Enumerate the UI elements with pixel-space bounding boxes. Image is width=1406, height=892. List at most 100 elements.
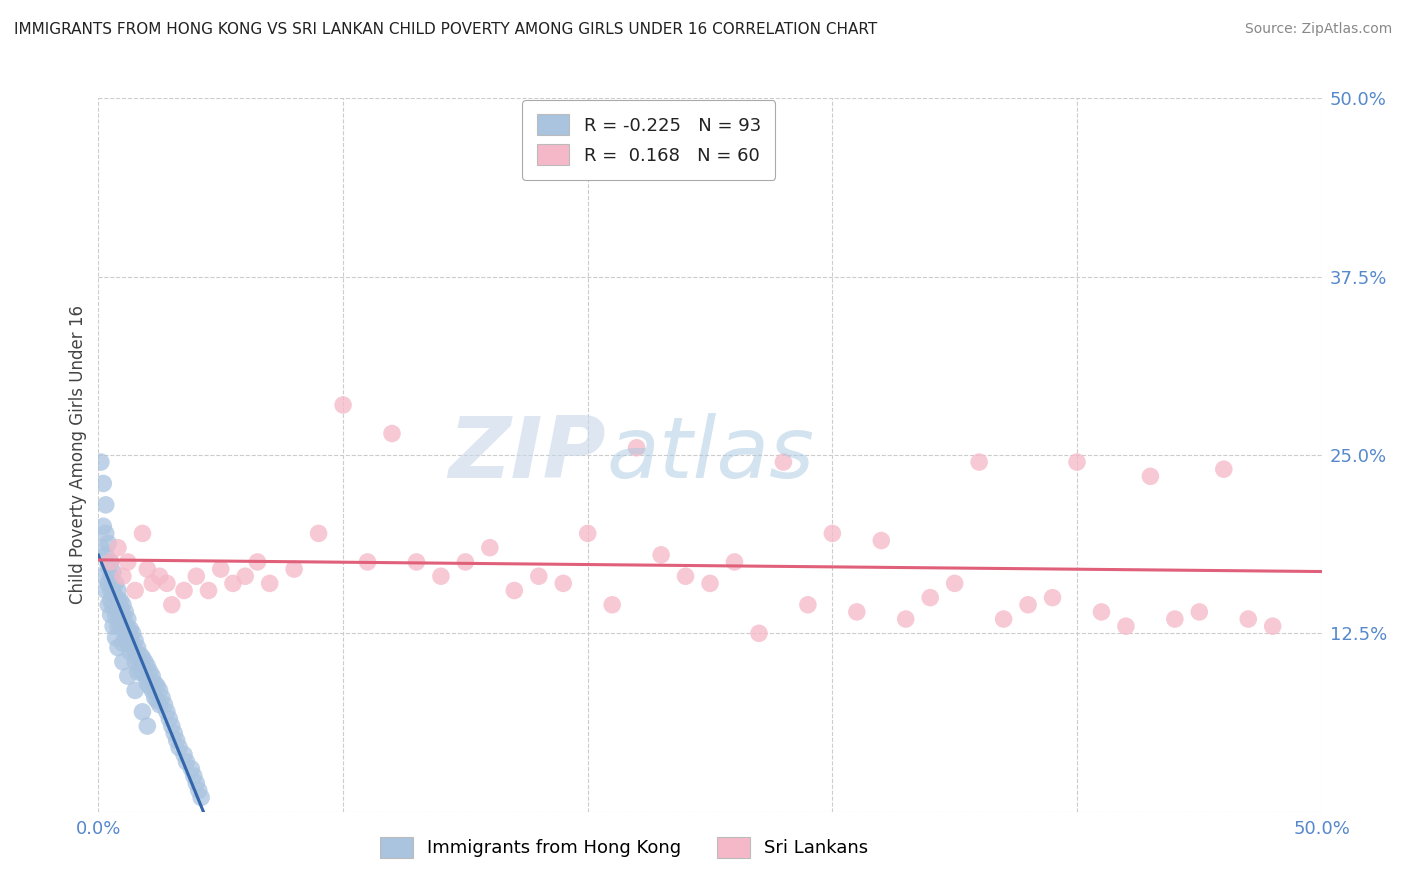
- Point: [160, 598, 183, 612]
- Point: [111, 607, 134, 622]
- Point: [845, 605, 868, 619]
- Point: [454, 555, 477, 569]
- Point: [1115, 619, 1137, 633]
- Point: [110, 593, 132, 607]
- Text: IMMIGRANTS FROM HONG KONG VS SRI LANKAN CHILD POVERTY AMONG GIRLS UNDER 16 CORRE: IMMIGRANTS FROM HONG KONG VS SRI LANKAN …: [14, 22, 877, 37]
- Point: [111, 622, 134, 636]
- Point: [114, 605, 136, 619]
- Point: [186, 569, 208, 583]
- Point: [97, 598, 120, 612]
- Point: [187, 783, 209, 797]
- Point: [131, 665, 153, 679]
- Point: [121, 626, 143, 640]
- Point: [1017, 598, 1039, 612]
- Point: [943, 576, 966, 591]
- Point: [136, 719, 159, 733]
- Point: [101, 619, 124, 633]
- Point: [97, 536, 120, 550]
- Point: [91, 476, 114, 491]
- Point: [136, 659, 159, 673]
- Point: [920, 591, 942, 605]
- Point: [100, 555, 122, 569]
- Point: [993, 612, 1015, 626]
- Point: [1261, 619, 1284, 633]
- Point: [259, 576, 281, 591]
- Point: [100, 607, 122, 622]
- Point: [111, 655, 134, 669]
- Y-axis label: Child Poverty Among Girls Under 16: Child Poverty Among Girls Under 16: [69, 305, 87, 605]
- Point: [141, 576, 163, 591]
- Point: [1139, 469, 1161, 483]
- Point: [124, 683, 146, 698]
- Point: [90, 455, 112, 469]
- Point: [149, 683, 172, 698]
- Point: [173, 747, 195, 762]
- Point: [94, 498, 117, 512]
- Point: [723, 555, 745, 569]
- Point: [821, 526, 844, 541]
- Point: [160, 719, 183, 733]
- Point: [94, 526, 117, 541]
- Point: [90, 541, 112, 555]
- Point: [146, 693, 169, 707]
- Point: [675, 569, 697, 583]
- Text: Source: ZipAtlas.com: Source: ZipAtlas.com: [1244, 22, 1392, 37]
- Point: [156, 705, 179, 719]
- Point: [1066, 455, 1088, 469]
- Point: [967, 455, 990, 469]
- Point: [576, 526, 599, 541]
- Point: [127, 665, 149, 679]
- Point: [1188, 605, 1211, 619]
- Point: [120, 645, 142, 659]
- Point: [104, 607, 127, 622]
- Point: [100, 583, 122, 598]
- Point: [107, 619, 129, 633]
- Point: [190, 790, 212, 805]
- Point: [111, 598, 134, 612]
- Point: [117, 612, 139, 626]
- Point: [699, 576, 721, 591]
- Point: [94, 583, 117, 598]
- Point: [308, 526, 330, 541]
- Point: [1042, 591, 1064, 605]
- Point: [104, 576, 127, 591]
- Point: [163, 726, 186, 740]
- Point: [131, 650, 153, 665]
- Point: [100, 593, 122, 607]
- Point: [107, 640, 129, 655]
- Point: [405, 555, 427, 569]
- Point: [153, 698, 176, 712]
- Point: [94, 548, 117, 562]
- Point: [111, 636, 134, 650]
- Point: [1237, 612, 1260, 626]
- Point: [97, 576, 120, 591]
- Point: [117, 636, 139, 650]
- Point: [136, 676, 159, 690]
- Point: [143, 676, 166, 690]
- Point: [134, 655, 156, 669]
- Point: [156, 576, 179, 591]
- Point: [131, 526, 153, 541]
- Point: [129, 648, 152, 662]
- Point: [141, 669, 163, 683]
- Point: [120, 622, 142, 636]
- Point: [110, 602, 132, 616]
- Point: [134, 669, 156, 683]
- Point: [107, 583, 129, 598]
- Point: [527, 569, 550, 583]
- Point: [503, 583, 526, 598]
- Point: [209, 562, 232, 576]
- Point: [100, 555, 122, 569]
- Point: [186, 776, 208, 790]
- Point: [146, 679, 169, 693]
- Point: [222, 576, 245, 591]
- Point: [97, 559, 120, 574]
- Point: [381, 426, 404, 441]
- Point: [650, 548, 672, 562]
- Point: [356, 555, 378, 569]
- Point: [114, 631, 136, 645]
- Point: [117, 669, 139, 683]
- Point: [104, 591, 127, 605]
- Point: [149, 569, 172, 583]
- Point: [173, 583, 195, 598]
